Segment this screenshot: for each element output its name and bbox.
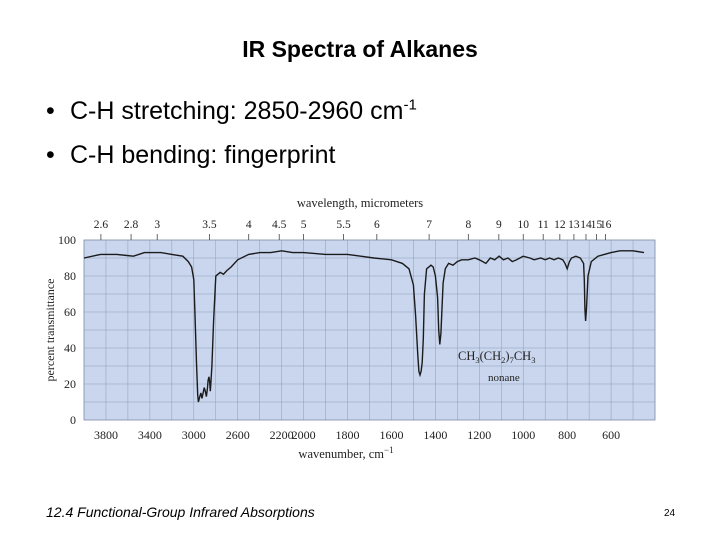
y-tick-labels: 0 20 40 60 80 100 [58, 233, 76, 427]
top-tick-label: 15 [591, 219, 603, 231]
x-tick-label: 3800 [94, 428, 118, 442]
top-tick-label: 7 [426, 219, 432, 231]
x-tick-label: 800 [558, 428, 576, 442]
x-tick-label: 2200 [270, 428, 294, 442]
x-tick-label: 2600 [226, 428, 250, 442]
top-tick-label: 4 [246, 219, 252, 231]
compound-formula: CH3(CH2)7CH3 [458, 349, 535, 365]
top-tick-label: 4.5 [272, 219, 287, 231]
x-tick-label: 600 [602, 428, 620, 442]
top-tick-label: 3.5 [202, 219, 217, 231]
bullet-item: • C-H stretching: 2850-2960 cm-1 [46, 92, 417, 130]
x-tick-label: 1200 [467, 428, 491, 442]
bullet-text: C-H bending: fingerprint [70, 141, 336, 169]
top-tick-label: 3 [154, 219, 160, 231]
x-tick-label: 3400 [138, 428, 162, 442]
x-tick-label: 1000 [511, 428, 535, 442]
bullet-superscript: -1 [403, 96, 417, 114]
top-tick-label: 14 [580, 219, 592, 231]
y-tick-label: 60 [64, 305, 76, 319]
top-tick-label: 13 [568, 219, 580, 231]
top-tick-label: 11 [538, 219, 549, 231]
x-axis-label: wavenumber, cm−1 [298, 445, 393, 461]
top-tick-label: 8 [465, 219, 471, 231]
y-tick-label: 100 [58, 233, 76, 247]
top-tick-label: 5 [301, 219, 307, 231]
spectrum-line [83, 250, 645, 403]
y-tick-label: 20 [64, 377, 76, 391]
bullet-dot-icon: • [46, 141, 55, 169]
y-tick-label: 0 [70, 413, 76, 427]
top-axis-label: wavelength, micrometers [297, 196, 423, 210]
x-tick-label: 3000 [182, 428, 206, 442]
x-tick-label: 1600 [379, 428, 403, 442]
bullet-list: • C-H stretching: 2850-2960 cm-1 • C-H ben… [46, 92, 417, 180]
top-tick-label: 10 [517, 219, 529, 231]
y-axis-label: percent transmittance [43, 279, 57, 382]
top-tick-label: 16 [600, 219, 612, 231]
top-tick-label: 2.8 [124, 219, 139, 231]
page-number: 24 [664, 508, 676, 519]
bullet-text: C-H stretching: 2850-2960 cm [70, 97, 404, 125]
x-axis-label-sup: −1 [384, 445, 394, 455]
slide-title: IR Spectra of Alkanes [242, 36, 478, 62]
y-tick-label: 80 [64, 269, 76, 283]
y-tick-label: 40 [64, 341, 76, 355]
footer-section-title: 12.4 Functional-Group Infrared Absorptio… [46, 504, 315, 520]
top-tick-label: 9 [496, 219, 502, 231]
top-tick-label: 12 [554, 219, 566, 231]
x-axis-label-text: wavenumber, cm [298, 447, 384, 461]
compound-name: nonane [488, 372, 520, 384]
x-tick-label: 2000 [292, 428, 316, 442]
bullet-dot-icon: • [46, 97, 55, 125]
top-tick-label: 2.6 [94, 219, 109, 231]
x-tick-label: 1800 [336, 428, 360, 442]
x-tick-label: 1400 [423, 428, 447, 442]
bullet-item: • C-H bending: fingerprint [46, 136, 417, 174]
top-tick-label: 5.5 [336, 219, 351, 231]
top-tick-label: 6 [374, 219, 380, 231]
